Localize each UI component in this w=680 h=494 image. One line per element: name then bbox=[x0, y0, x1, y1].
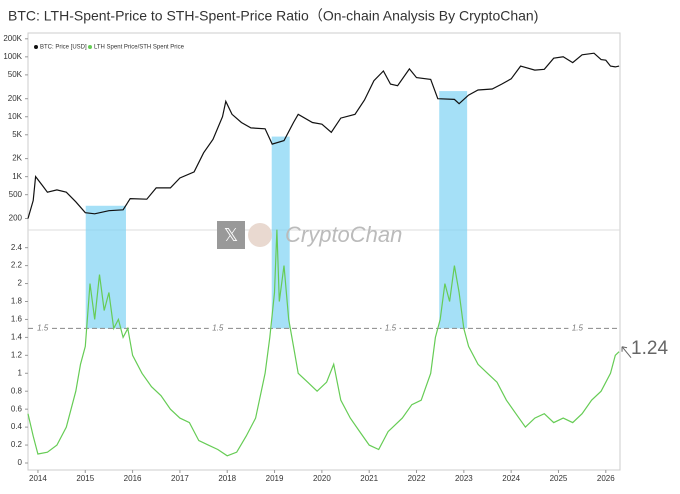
threshold-label: 1.5 bbox=[572, 324, 584, 333]
x-tick-label: 2021 bbox=[360, 474, 378, 483]
y-tick-label: 500 bbox=[9, 190, 23, 199]
y-tick-label: 2 bbox=[18, 279, 23, 288]
threshold-label-bg bbox=[381, 323, 400, 334]
x-tick-label: 2014 bbox=[29, 474, 47, 483]
x-tick-label: 2024 bbox=[502, 474, 520, 483]
y-tick-label: 1 bbox=[18, 368, 23, 377]
legend-marker bbox=[34, 45, 38, 49]
series-line bbox=[27, 229, 620, 457]
watermark: 𝕏 CryptoChan bbox=[217, 221, 402, 249]
threshold-label: 1.5 bbox=[37, 324, 49, 333]
annotation-arrow bbox=[621, 346, 632, 359]
threshold-label: 1.5 bbox=[212, 324, 224, 333]
legend-label: LTH Spent Price/STH Spent Price bbox=[94, 45, 185, 51]
annotation-arrowhead bbox=[621, 346, 628, 352]
y-tick-label: 1K bbox=[12, 172, 22, 181]
y-tick-label: 0.4 bbox=[11, 422, 23, 431]
x-tick-label: 2015 bbox=[76, 474, 94, 483]
y-tick-label: 2K bbox=[12, 154, 22, 163]
y-tick-label: 200 bbox=[9, 214, 23, 223]
y-tick-label: 0 bbox=[18, 458, 23, 467]
threshold-label: 1.5 bbox=[385, 324, 397, 333]
y-tick-label: 100K bbox=[3, 52, 22, 61]
y-tick-label: 0.6 bbox=[11, 404, 23, 413]
chart-title: BTC: LTH-Spent-Price to STH-Spent-Price … bbox=[8, 8, 538, 24]
y-tick-label: 1.4 bbox=[11, 332, 23, 341]
y-tick-label: 50K bbox=[8, 70, 23, 79]
y-tick-label: 2.2 bbox=[11, 261, 23, 270]
annotation: 1.24 bbox=[631, 338, 668, 359]
legend-marker bbox=[88, 45, 92, 49]
x-tick-label: 2017 bbox=[171, 474, 189, 483]
x-tick-label: 2025 bbox=[550, 474, 568, 483]
plot-frame bbox=[27, 32, 621, 471]
y-tick-label: 10K bbox=[8, 112, 23, 121]
x-tick-label: 2018 bbox=[218, 474, 236, 483]
watermark-text: CryptoChan bbox=[285, 222, 402, 247]
x-tick-label: 2023 bbox=[455, 474, 473, 483]
y-tick-label: 20K bbox=[8, 94, 23, 103]
x-tick-label: 2020 bbox=[313, 474, 331, 483]
series-line bbox=[27, 52, 620, 219]
highlight-range bbox=[85, 205, 126, 329]
y-tick-label: 200K bbox=[3, 34, 22, 43]
x-tick-label: 2022 bbox=[408, 474, 426, 483]
y-tick-label: 1.6 bbox=[11, 315, 23, 324]
y-tick-label: 0.2 bbox=[11, 440, 23, 449]
y-tick-label: 5K bbox=[12, 130, 22, 139]
watermark-avatar bbox=[248, 223, 272, 247]
x-tick-label: 2026 bbox=[597, 474, 615, 483]
y-tick-label: 2.4 bbox=[11, 243, 23, 252]
x-tick-label: 2019 bbox=[266, 474, 284, 483]
x-tick-label: 2016 bbox=[124, 474, 142, 483]
watermark-logo bbox=[217, 221, 245, 249]
threshold-label-bg bbox=[33, 323, 52, 334]
threshold-label-bg bbox=[208, 323, 227, 334]
y-tick-label: 1.8 bbox=[11, 297, 23, 306]
y-tick-label: 1.2 bbox=[11, 350, 23, 359]
threshold-label-bg bbox=[568, 323, 587, 334]
y-tick-label: 0.8 bbox=[11, 386, 23, 395]
watermark-x: 𝕏 bbox=[224, 225, 239, 245]
legend-label: BTC: Price [USD] bbox=[40, 45, 87, 51]
